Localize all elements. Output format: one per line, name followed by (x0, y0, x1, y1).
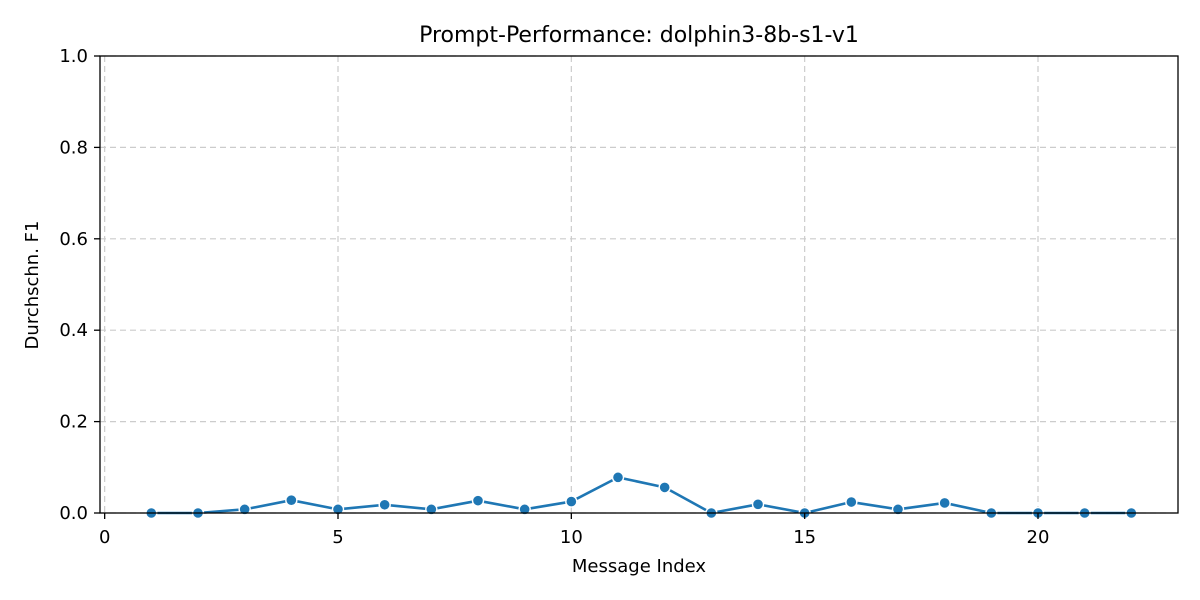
x-tick-label: 10 (560, 527, 583, 548)
x-tick-label: 5 (332, 527, 343, 548)
data-point (938, 496, 951, 510)
data-point (471, 494, 485, 507)
data-point (238, 503, 251, 516)
data-point (891, 503, 905, 516)
x-axis-label: Message Index (572, 556, 707, 577)
y-axis-label: Durchschn. F1 (22, 221, 43, 350)
y-tick-label: 0.4 (59, 320, 88, 341)
series-line (151, 476, 1132, 515)
y-tick-label: 1.0 (59, 46, 88, 67)
axis-ticks: 0 5 10 15 20 0.0 0.2 0.4 0.6 0.8 1.0 (59, 46, 1049, 548)
series-layer (145, 471, 1138, 520)
y-tick-label: 0.6 (59, 229, 88, 250)
x-tick-label: 15 (793, 527, 816, 548)
y-tick-label: 0.8 (59, 137, 88, 158)
y-tick-label: 0.0 (59, 503, 88, 524)
data-point (658, 481, 671, 494)
plot-frame (99, 55, 1179, 514)
data-point (518, 503, 531, 516)
data-point (611, 471, 625, 484)
x-tick-label: 20 (1027, 527, 1050, 548)
data-point (845, 495, 858, 509)
data-point (565, 495, 578, 508)
data-point (378, 498, 391, 511)
y-tick-label: 0.2 (59, 412, 88, 433)
x-tick-label: 0 (99, 527, 110, 548)
chart-title: Prompt-Performance: dolphin3-8b-s1-v1 (419, 23, 859, 48)
data-point (285, 494, 298, 507)
grid (100, 55, 1178, 514)
data-point (751, 498, 765, 511)
data-point (425, 503, 438, 516)
